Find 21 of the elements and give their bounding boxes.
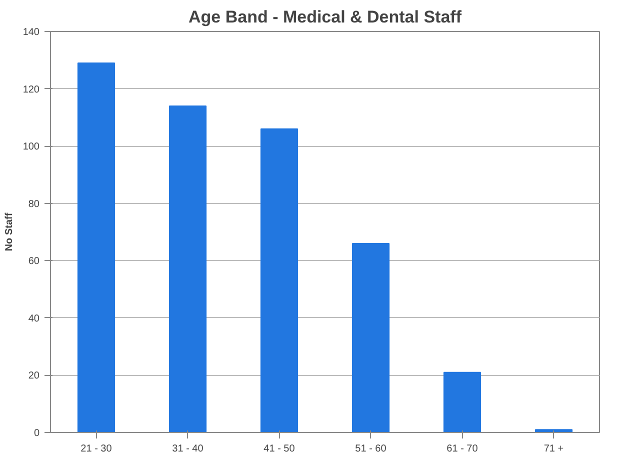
x-tick-label: 31 - 40: [172, 444, 204, 454]
bar: [260, 128, 298, 432]
y-tick-label: 140: [22, 27, 40, 38]
y-tick-label: 20: [28, 370, 40, 382]
x-tick-label: 51 - 60: [355, 444, 387, 454]
bar: [168, 105, 207, 432]
bar: [77, 62, 116, 432]
x-tick-label: 21 - 30: [80, 444, 112, 454]
x-tick-label: 71 +: [544, 444, 564, 454]
x-tick-label: 41 - 50: [264, 444, 296, 454]
y-tick-label: 60: [28, 256, 40, 268]
bar: [352, 242, 390, 432]
bar: [443, 372, 482, 432]
y-axis-title: No Staff: [4, 212, 15, 252]
y-tick-label: 40: [28, 313, 40, 324]
y-tick-label: 0: [34, 428, 40, 439]
x-tick-label: 61 - 70: [446, 444, 478, 454]
chart-title: Age Band - Medical & Dental Staff: [188, 8, 462, 26]
y-tick-label: 100: [22, 142, 40, 153]
y-tick-label: 80: [28, 198, 40, 210]
y-tick-label: 120: [22, 84, 40, 96]
